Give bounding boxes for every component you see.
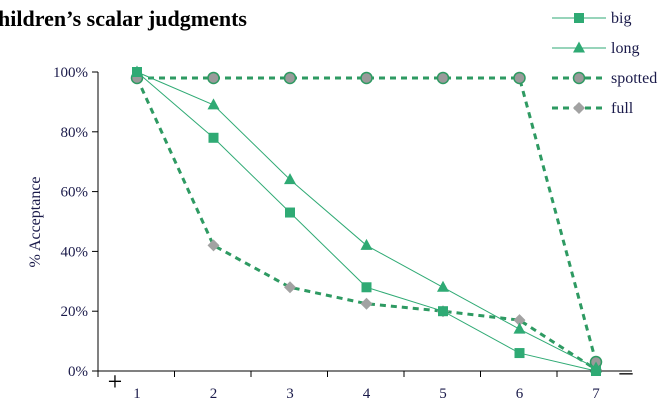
data-point-full xyxy=(513,314,526,327)
legend-marker-big xyxy=(574,13,584,23)
legend-item-spotted: spotted xyxy=(552,70,657,87)
data-point-long xyxy=(207,98,220,110)
data-point-full xyxy=(360,297,373,310)
legend-item-long: long xyxy=(552,40,639,57)
legend-label-spotted: spotted xyxy=(611,70,657,87)
data-point-full xyxy=(284,281,296,294)
data-point-big xyxy=(514,348,525,359)
legend-label-full: full xyxy=(611,100,634,117)
y-tick-label: 0% xyxy=(68,364,88,380)
legend-marker-full xyxy=(573,102,585,114)
data-point-full xyxy=(207,239,220,252)
series-layer xyxy=(130,65,603,376)
legend-item-big: big xyxy=(552,10,631,27)
x-tick-label: 2 xyxy=(210,386,218,402)
legend-label-long: long xyxy=(611,40,639,57)
series-line-spotted xyxy=(137,76,598,363)
legend-marker-long xyxy=(573,41,585,53)
x-tick-label: 4 xyxy=(363,386,371,402)
data-point-spotted xyxy=(513,71,526,85)
axes: 0% 20% 40% 60% 80% 100% 1 2 3 4 5 6 7 xyxy=(53,65,632,402)
right-end-mark: – xyxy=(619,357,634,386)
x-tick-label: 1 xyxy=(133,386,141,402)
data-point-big xyxy=(208,132,219,143)
y-tick-label: 100% xyxy=(53,65,88,81)
legend-label-big: big xyxy=(611,10,631,27)
series-big xyxy=(132,67,601,376)
data-point-big xyxy=(591,366,601,376)
y-tick-label: 60% xyxy=(61,185,89,201)
x-tick-label: 6 xyxy=(516,386,524,402)
legend-marker-spotted xyxy=(572,71,586,85)
data-point-long xyxy=(437,280,449,292)
data-point-long xyxy=(360,238,373,250)
legend-item-full: full xyxy=(552,100,634,117)
data-point-spotted xyxy=(283,71,297,85)
y-tick-label: 40% xyxy=(61,244,89,260)
x-tick-label: 7 xyxy=(592,386,600,402)
data-point-long xyxy=(513,322,526,334)
chart-title: hildren’s scalar judgments xyxy=(0,6,247,31)
data-point-big xyxy=(438,306,448,317)
left-end-mark: + xyxy=(108,367,123,396)
legend: big long spotted full xyxy=(552,10,657,117)
data-point-long xyxy=(284,173,296,185)
data-point-spotted xyxy=(360,71,373,85)
series-line-big xyxy=(136,71,597,372)
y-tick-label: 80% xyxy=(61,125,89,141)
data-point-spotted xyxy=(436,71,450,85)
data-point-spotted xyxy=(207,71,220,85)
x-tick-label: 3 xyxy=(286,386,294,402)
y-axis-label: % Acceptance xyxy=(27,176,44,267)
data-point-big xyxy=(285,207,295,218)
series-line-full xyxy=(135,77,597,371)
data-point-big xyxy=(361,282,372,293)
x-tick-label: 5 xyxy=(439,386,447,402)
data-point-big xyxy=(132,67,142,77)
y-tick-label: 20% xyxy=(61,304,89,320)
